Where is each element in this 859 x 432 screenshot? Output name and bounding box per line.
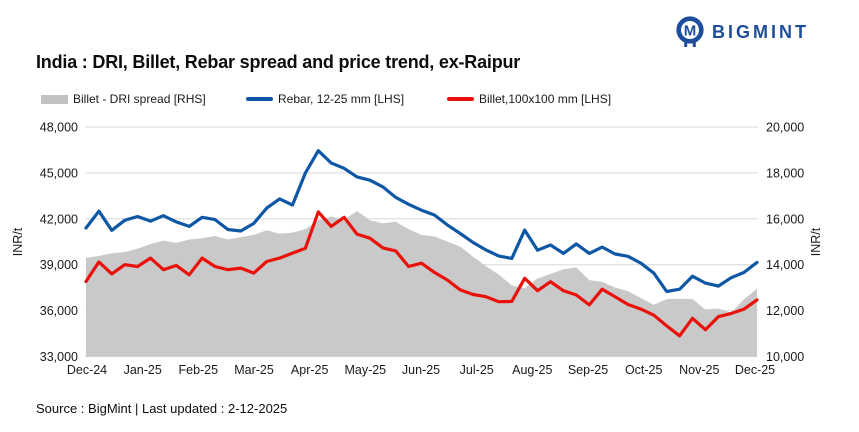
legend-item-rebar: Rebar, 12-25 mm [LHS] (246, 91, 404, 107)
rebar-line-series (84, 149, 759, 294)
spread-area-series (86, 211, 757, 357)
y-axis-tick-right: 10,000 (766, 350, 804, 364)
source-note: Source : BigMint | Last updated : 2-12-2… (36, 401, 288, 416)
x-axis-tick: Nov-25 (679, 363, 719, 377)
chart-legend: Billet - DRI spread [RHS] Rebar, 12-25 m… (0, 91, 859, 107)
legend-label: Billet,100x100 mm [LHS] (479, 92, 612, 106)
bigmint-logo: M BIGMINT (675, 16, 809, 48)
y-axis-tick-right: 16,000 (766, 212, 804, 226)
y-axis-tick-right: 12,000 (766, 304, 804, 318)
y-axis-tick-left: 39,000 (40, 258, 78, 272)
y-axis-title-left: INR/t (11, 227, 25, 256)
legend-label: Billet - DRI spread [RHS] (73, 92, 206, 106)
x-axis-tick: Jul-25 (460, 363, 494, 377)
y-axis-tick-left: 36,000 (40, 304, 78, 318)
y-axis-tick-left: 42,000 (40, 212, 78, 226)
x-axis-tick: May-25 (344, 363, 386, 377)
y-axis-title-right: INR/t (809, 227, 823, 256)
y-axis-tick-left: 48,000 (40, 121, 78, 135)
svg-text:M: M (684, 23, 697, 40)
legend-item-billet: Billet,100x100 mm [LHS] (447, 91, 611, 107)
billet-swatch-icon (447, 97, 474, 101)
brand-name: BIGMINT (712, 21, 809, 42)
x-axis-tick: Feb-25 (178, 363, 218, 377)
y-axis-tick-right: 14,000 (766, 258, 804, 272)
x-axis-tick: Jun-25 (402, 363, 440, 377)
x-axis-tick: Mar-25 (234, 363, 274, 377)
page-title: India : DRI, Billet, Rebar spread and pr… (36, 52, 521, 72)
y-axis-tick-right: 18,000 (766, 166, 804, 180)
spread-swatch-icon (41, 94, 68, 104)
billet-line-series (84, 210, 759, 338)
y-axis-tick-left: 45,000 (40, 166, 78, 180)
y-axis-tick-right: 20,000 (766, 121, 804, 135)
x-axis-tick: Dec-25 (735, 363, 775, 377)
legend-item-spread: Billet - DRI spread [RHS] (41, 91, 206, 107)
y-axis-tick-left: 33,000 (40, 350, 78, 364)
x-axis-tick: Dec-24 (67, 363, 107, 377)
x-axis-tick: Oct-25 (625, 363, 663, 377)
x-axis-tick: Jan-25 (124, 363, 162, 377)
rebar-swatch-icon (246, 97, 273, 101)
x-axis-tick: Apr-25 (291, 363, 329, 377)
bigmint-monogram-icon: M (676, 16, 704, 47)
x-axis-tick: Sep-25 (568, 363, 608, 377)
legend-label: Rebar, 12-25 mm [LHS] (278, 92, 405, 106)
x-axis-tick: Aug-25 (512, 363, 552, 377)
